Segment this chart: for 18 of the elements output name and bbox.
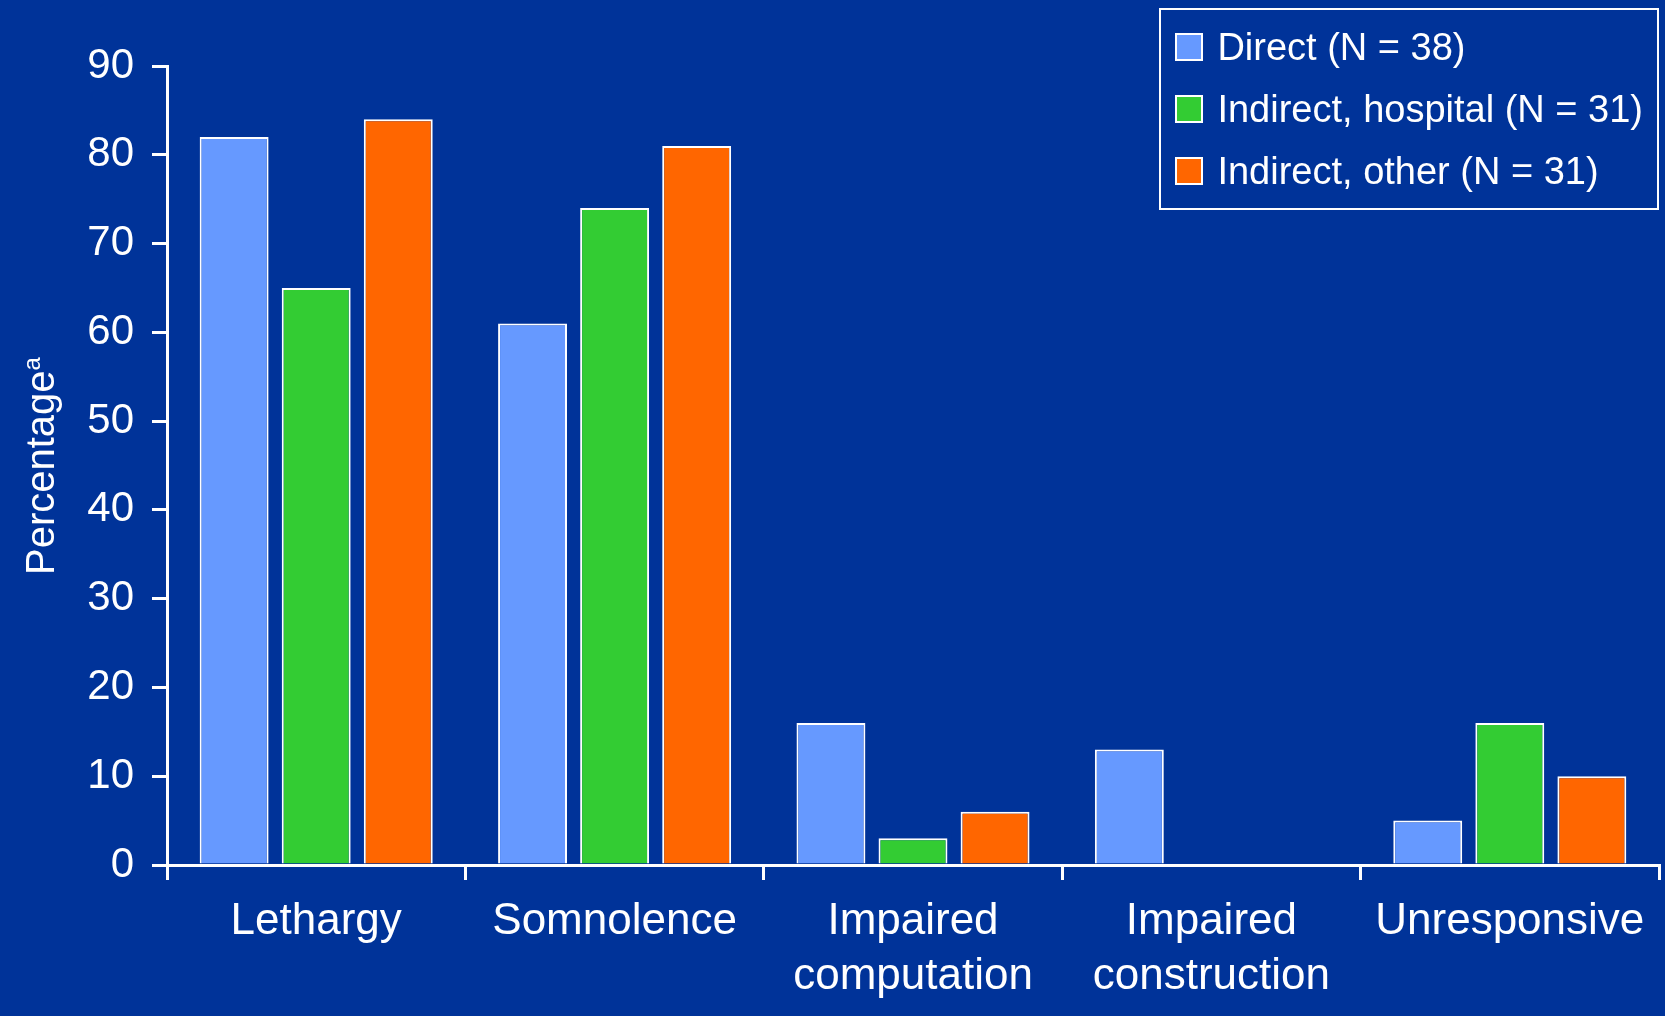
legend-label: Direct (N = 38) [1217,25,1466,69]
x-tick-label: Somnolence [492,893,737,943]
y-tick-label: 50 [87,394,134,442]
y-tick-label: 0 [110,838,134,886]
x-tick-label: Impaired computation [793,893,1033,998]
x-tick-label: Impaired construction [1092,893,1331,998]
x-tick-label: Unresponsive [1375,893,1645,943]
y-tick-label: 10 [87,749,134,797]
y-tick-label: 20 [87,661,134,709]
y-tick-label: 90 [87,39,134,87]
y-tick-label: 80 [87,128,134,176]
x-tick-label: Lethargy [230,893,402,943]
y-tick-label: 60 [87,305,134,353]
legend-label: Indirect, other (N = 31) [1217,149,1599,193]
y-tick-label: 30 [87,572,134,620]
y-tick-label: 40 [87,483,134,531]
y-tick-label: 70 [87,217,134,265]
legend-label: Indirect, hospital (N = 31) [1217,87,1643,131]
